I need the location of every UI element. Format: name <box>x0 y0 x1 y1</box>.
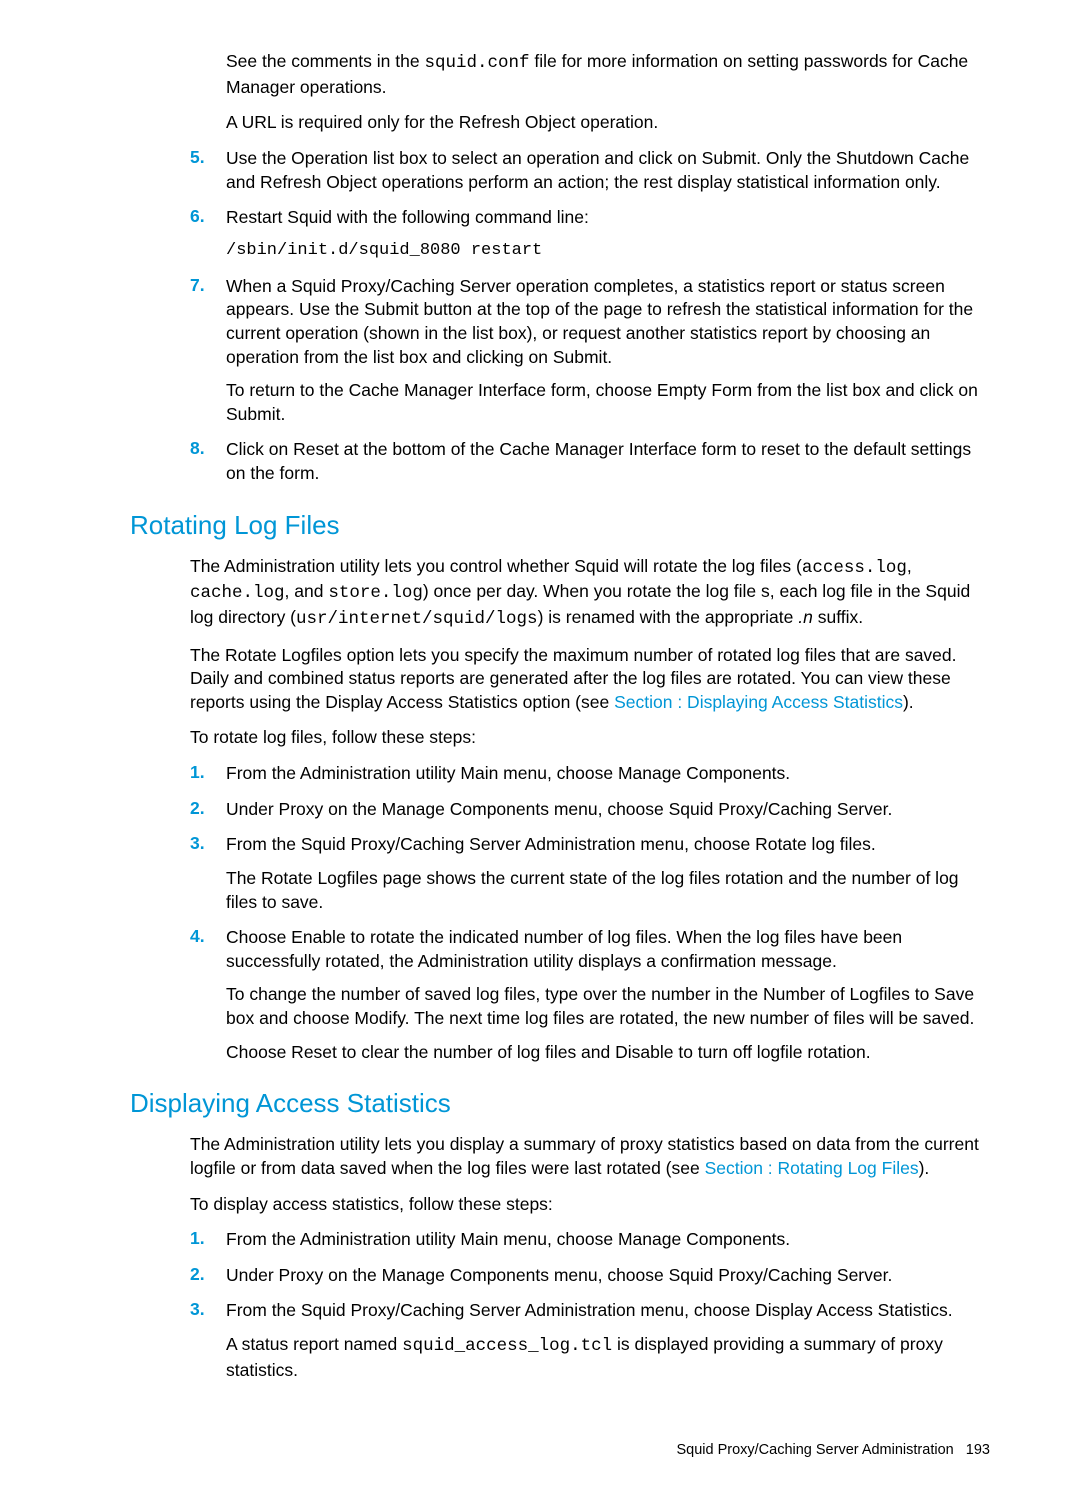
t: The Rotate Logfiles page shows the curre… <box>226 867 990 914</box>
page-footer: Squid Proxy/Caching Server Administratio… <box>130 1442 990 1458</box>
code: squid_access_log.tcl <box>402 1336 612 1356</box>
item-body: Use the Operation list box to select an … <box>226 147 990 194</box>
list-item: 3. From the Squid Proxy/Caching Server A… <box>190 1299 990 1382</box>
t: From the Administration utility Main men… <box>226 762 990 786</box>
item-body: From the Squid Proxy/Caching Server Admi… <box>226 1299 990 1382</box>
intro-block: See the comments in the squid.conf file … <box>226 50 990 135</box>
list-item: 2. Under Proxy on the Manage Components … <box>190 1264 990 1288</box>
stats-list: 1. From the Administration utility Main … <box>190 1228 990 1382</box>
page-number: 193 <box>966 1442 990 1458</box>
item-number: 6. <box>190 206 226 263</box>
item-number: 2. <box>190 798 226 822</box>
t: ). <box>903 692 914 712</box>
t: The Administration utility lets you cont… <box>190 556 802 576</box>
item-body: From the Administration utility Main men… <box>226 1228 990 1252</box>
list-item: 1. From the Administration utility Main … <box>190 1228 990 1252</box>
t: From the Squid Proxy/Caching Server Admi… <box>226 1299 990 1323</box>
t: See the comments in the <box>226 51 424 71</box>
item-number: 4. <box>190 926 226 1064</box>
item-body: When a Squid Proxy/Caching Server operat… <box>226 275 990 427</box>
item-body: From the Administration utility Main men… <box>226 762 990 786</box>
rotate-list: 1. From the Administration utility Main … <box>190 762 990 1064</box>
em: .n <box>798 607 813 627</box>
item-body: Under Proxy on the Manage Components men… <box>226 798 990 822</box>
t: Under Proxy on the Manage Components men… <box>226 798 990 822</box>
t: A status report named <box>226 1334 402 1354</box>
t: From the Squid Proxy/Caching Server Admi… <box>226 833 990 857</box>
item-number: 2. <box>190 1264 226 1288</box>
item-number: 1. <box>190 762 226 786</box>
page-container: See the comments in the squid.conf file … <box>0 0 1080 1498</box>
list-item: 8. Click on Reset at the bottom of the C… <box>190 438 990 485</box>
t: Under Proxy on the Manage Components men… <box>226 1264 990 1288</box>
t: Restart Squid with the following command… <box>226 206 990 230</box>
item-body: Click on Reset at the bottom of the Cach… <box>226 438 990 485</box>
code: access.log <box>802 558 907 578</box>
item-number: 7. <box>190 275 226 427</box>
list-item: 4. Choose Enable to rotate the indicated… <box>190 926 990 1064</box>
footer-text: Squid Proxy/Caching Server Administratio… <box>676 1442 953 1458</box>
rotate-p2: The Rotate Logfiles option lets you spec… <box>190 644 990 715</box>
t: Use the Operation list box to select an … <box>226 147 990 194</box>
t: suffix. <box>813 607 863 627</box>
code-line: /sbin/init.d/squid_8080 restart <box>226 240 990 263</box>
code: cache.log <box>190 583 285 603</box>
list-item: 2. Under Proxy on the Manage Components … <box>190 798 990 822</box>
code: usr/internet/squid/logs <box>296 609 538 629</box>
stats-p1: The Administration utility lets you disp… <box>190 1133 990 1180</box>
t: ) is renamed with the appropriate <box>538 607 799 627</box>
link-display-stats[interactable]: Section : Displaying Access Statistics <box>614 692 903 712</box>
list-item: 7. When a Squid Proxy/Caching Server ope… <box>190 275 990 427</box>
item-number: 3. <box>190 1299 226 1382</box>
list-item: 5. Use the Operation list box to select … <box>190 147 990 194</box>
item-number: 8. <box>190 438 226 485</box>
numbered-list-1: 5. Use the Operation list box to select … <box>190 147 990 486</box>
t: ). <box>919 1158 930 1178</box>
list1-block: 5. Use the Operation list box to select … <box>190 147 990 486</box>
item-number: 1. <box>190 1228 226 1252</box>
t: , <box>907 556 912 576</box>
stats-p2: To display access statistics, follow the… <box>190 1193 990 1217</box>
t: When a Squid Proxy/Caching Server operat… <box>226 275 990 370</box>
list-item: 6. Restart Squid with the following comm… <box>190 206 990 263</box>
item-number: 3. <box>190 833 226 914</box>
section-heading-rotate: Rotating Log Files <box>130 510 990 541</box>
list-item: 3. From the Squid Proxy/Caching Server A… <box>190 833 990 914</box>
rotate-p3: To rotate log files, follow these steps: <box>190 726 990 750</box>
t: To return to the Cache Manager Interface… <box>226 379 990 426</box>
t: From the Administration utility Main men… <box>226 1228 990 1252</box>
rotate-body: The Administration utility lets you cont… <box>190 555 990 1065</box>
intro-p2: A URL is required only for the Refresh O… <box>226 111 990 135</box>
t: Choose Reset to clear the number of log … <box>226 1041 990 1065</box>
link-rotating-log[interactable]: Section : Rotating Log Files <box>705 1158 919 1178</box>
code: store.log <box>328 583 423 603</box>
rotate-p1: The Administration utility lets you cont… <box>190 555 990 632</box>
item-number: 5. <box>190 147 226 194</box>
intro-p1: See the comments in the squid.conf file … <box>226 50 990 99</box>
item-body: Restart Squid with the following command… <box>226 206 990 263</box>
stats-body: The Administration utility lets you disp… <box>190 1133 990 1382</box>
t: Click on Reset at the bottom of the Cach… <box>226 438 990 485</box>
t: A status report named squid_access_log.t… <box>226 1333 990 1382</box>
item-body: From the Squid Proxy/Caching Server Admi… <box>226 833 990 914</box>
item-body: Under Proxy on the Manage Components men… <box>226 1264 990 1288</box>
code: squid.conf <box>424 53 529 73</box>
t: Choose Enable to rotate the indicated nu… <box>226 926 990 973</box>
t: To change the number of saved log files,… <box>226 983 990 1030</box>
item-body: Choose Enable to rotate the indicated nu… <box>226 926 990 1064</box>
section-heading-stats: Displaying Access Statistics <box>130 1088 990 1119</box>
list-item: 1. From the Administration utility Main … <box>190 762 990 786</box>
t: , and <box>285 581 329 601</box>
